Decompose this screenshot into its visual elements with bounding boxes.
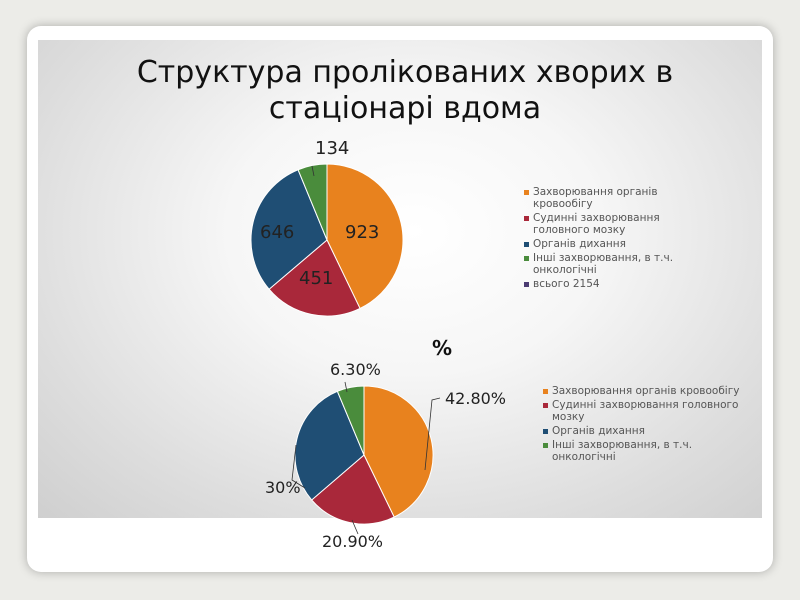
pie-slice [326,163,404,310]
pie-slice [363,385,434,518]
legend-swatch [524,282,529,287]
leader-line [424,397,441,471]
legend-label: всього 2154 [533,278,600,290]
data-label: 42.80% [445,389,506,408]
legend-label: Судинні захворювання головного мозку [552,399,739,423]
legend-bottom: Захворювання органів кровообігу Судинні з… [543,385,758,465]
legend-swatch [543,389,548,394]
legend-item: Судинні захворювання головного мозку [543,399,758,423]
legend-item: Захворювання органів кровообігу [524,186,674,210]
data-label: 646 [260,222,294,243]
leader-line [351,519,359,535]
pie-slice [294,390,365,501]
legend-top: Захворювання органів кровообігу Судинні з… [524,186,674,292]
pie-slice [310,454,395,525]
legend-swatch [524,216,529,221]
legend-label: Органів дихання [533,238,626,250]
leader-line [311,165,315,177]
legend-swatch [524,242,529,247]
data-label: 20.90% [322,532,383,551]
data-label: 134 [315,138,349,159]
data-label: 923 [345,222,379,243]
legend-item: всього 2154 [524,278,674,290]
legend-label: Захворювання органів кровообігу [533,186,658,210]
data-label: 451 [299,268,333,289]
pie-slice [268,239,361,317]
legend-swatch [543,429,548,434]
percent-heading: % [432,336,453,360]
legend-swatch [524,190,529,195]
legend-item: Органів дихання [524,238,674,250]
data-label: 30% [265,478,301,497]
legend-item: Інші захворювання, в т.ч. онкологічні [524,252,674,276]
legend-swatch [543,443,548,448]
legend-swatch [543,403,548,408]
legend-label: Захворювання органів кровообігу [552,385,740,397]
legend-item: Органів дихання [543,425,758,437]
legend-label: Органів дихання [552,425,645,437]
page-title: Структура пролікованих хворих в стаціона… [136,55,674,126]
legend-label: Інші захворювання, в т.ч. онкологічні [552,439,693,463]
legend-item: Судинні захворювання головного мозку [524,212,674,236]
legend-item: Інші захворювання, в т.ч. онкологічні [543,439,758,463]
leader-line [291,444,306,489]
legend-swatch [524,256,529,261]
data-label: 6.30% [330,360,381,379]
leader-line [344,381,348,393]
pie-slice [336,385,365,456]
pie-slice [250,169,328,290]
legend-item: Захворювання органів кровообігу [543,385,758,397]
pie-slice [297,163,328,241]
legend-label: Судинні захворювання головного мозку [533,212,660,236]
legend-label: Інші захворювання, в т.ч. онкологічні [533,252,674,276]
